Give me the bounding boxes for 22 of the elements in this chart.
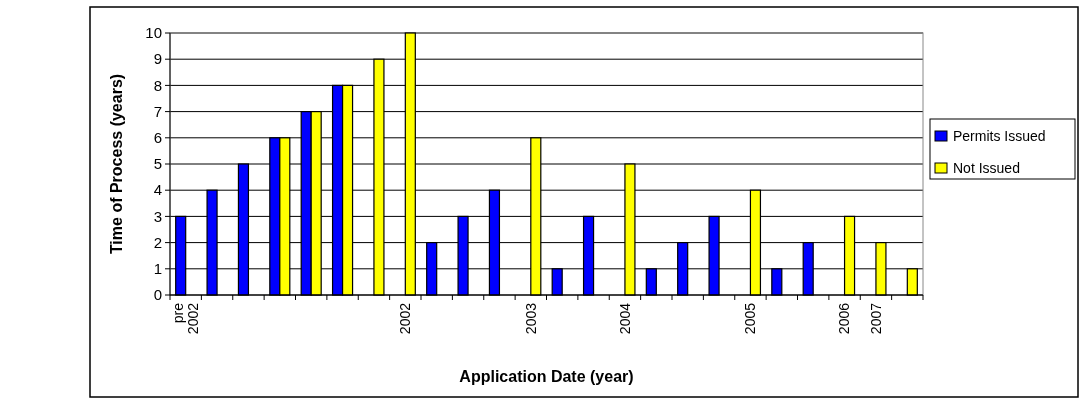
x-tick-label: 2004 [616,302,633,335]
x-tick-label: 2006 [836,302,853,335]
x-tick-label: 2003 [522,302,539,335]
y-tick-label: 7 [153,102,162,120]
x-tick-label: 2002 [397,302,414,335]
y-tick-label: 8 [153,76,162,94]
y-tick-label: 10 [145,24,162,42]
y-tick-label: 3 [153,207,162,225]
legend-label: Permits Issued [953,127,1046,144]
y-tick-label: 4 [153,181,162,199]
x-tick-label: 2007 [867,302,884,335]
x-tick-label: pre 2002 [169,302,202,335]
legend-label: Not Issued [953,159,1020,176]
x-axis-title: Application Date (year) [459,368,634,385]
y-tick-label: 0 [153,286,162,304]
y-axis-title: Time of Process (years) [108,73,125,255]
y-tick-label: 1 [153,260,162,278]
y-tick-label: 2 [153,233,162,251]
x-tick-label: 2005 [742,302,759,335]
y-tick-label: 6 [153,129,162,147]
y-tick-label: 9 [153,50,162,68]
y-tick-label: 5 [153,155,162,173]
